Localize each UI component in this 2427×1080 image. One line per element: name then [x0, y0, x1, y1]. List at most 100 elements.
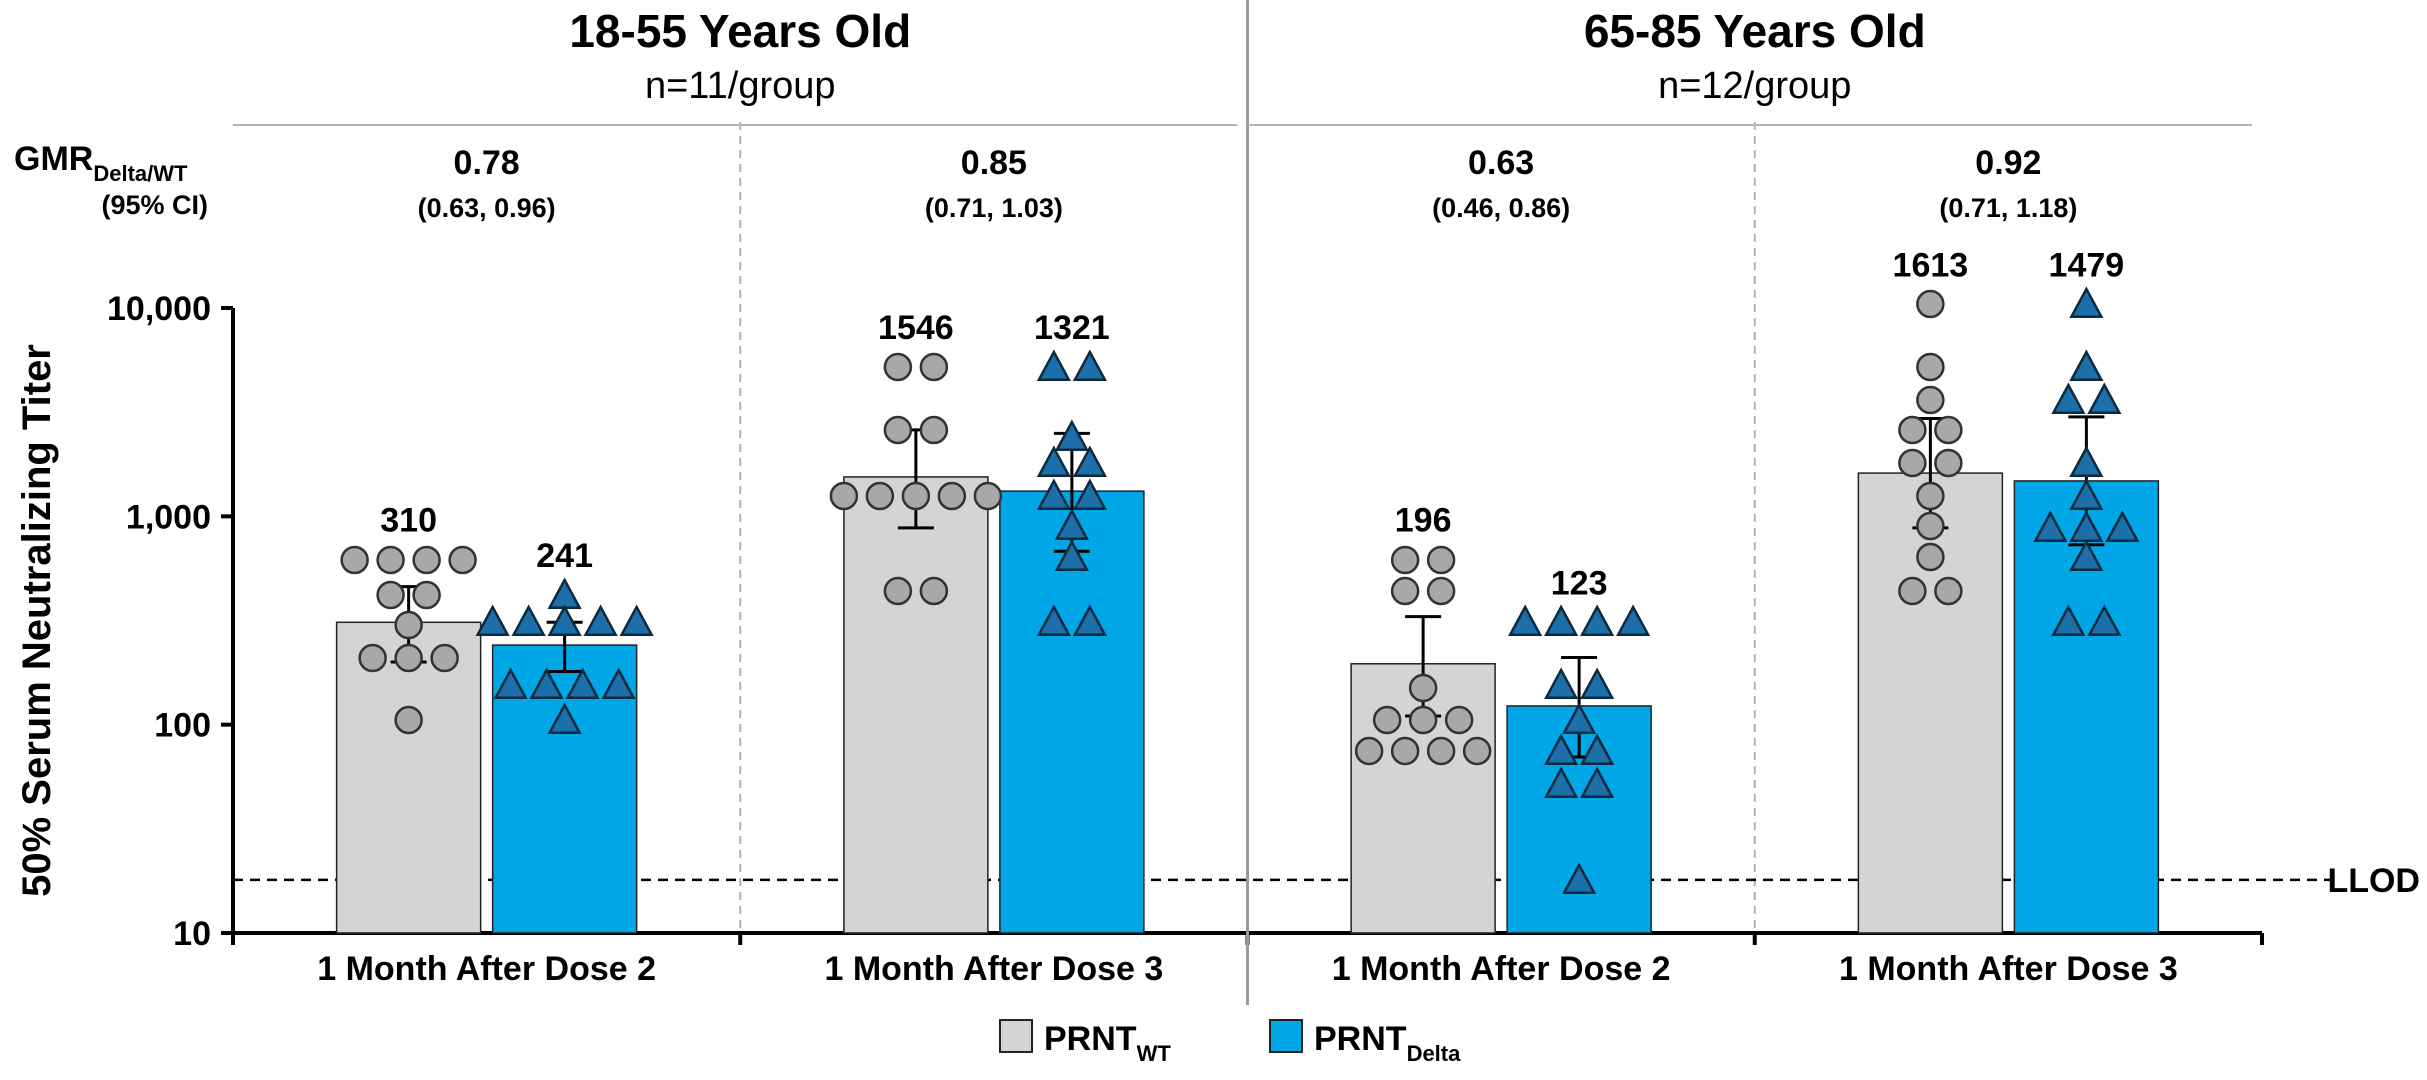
delta-point	[2069, 445, 2104, 477]
wt-point	[448, 545, 477, 575]
wt-point	[919, 415, 949, 445]
wt-point	[394, 705, 423, 735]
wt-point	[1390, 576, 1420, 606]
delta-point	[529, 667, 564, 699]
wt-point	[412, 580, 441, 610]
legend-label: PRNTDelta	[1314, 1020, 1461, 1066]
gmr-ci: (0.63, 0.96)	[418, 193, 556, 223]
delta-point	[1054, 508, 1089, 540]
wt-point	[883, 415, 913, 445]
delta-point	[1544, 733, 1579, 765]
delta-point	[547, 577, 582, 609]
delta-point	[2033, 510, 2068, 542]
delta-point	[2105, 510, 2140, 542]
delta-point	[601, 667, 636, 699]
wt-point	[901, 481, 931, 511]
wt-point	[358, 643, 387, 673]
delta-point	[1072, 478, 1107, 510]
data-label: 1321	[1034, 309, 1110, 347]
delta-point	[2087, 382, 2122, 414]
delta-point	[1036, 478, 1071, 510]
wt-point	[1916, 289, 1945, 319]
gmr-value: 0.85	[961, 144, 1027, 182]
wt-point	[340, 545, 369, 575]
delta-point	[475, 604, 510, 636]
wt-point	[1426, 576, 1456, 606]
wt-point	[394, 643, 423, 673]
data-label: 1613	[1893, 246, 1969, 284]
delta-point	[1544, 766, 1579, 798]
wt-point	[1916, 481, 1945, 511]
wt-point	[1916, 385, 1945, 415]
y-axis-label: 50% Serum Neutralizing Titer	[15, 344, 59, 897]
data-points	[340, 286, 2140, 894]
wt-point	[937, 481, 967, 511]
delta-point	[1616, 604, 1651, 636]
data-label: 196	[1395, 502, 1452, 540]
llod-label: LLOD	[2327, 862, 2420, 900]
delta-point	[2069, 478, 2104, 510]
delta-point	[1036, 604, 1071, 636]
gmr-ci: (0.71, 1.03)	[925, 193, 1063, 223]
delta-point	[1036, 445, 1071, 477]
wt-point	[1898, 415, 1927, 445]
wt-point	[1354, 736, 1384, 766]
wt-point	[1934, 448, 1963, 478]
delta-point	[1054, 539, 1089, 571]
wt-point	[865, 481, 895, 511]
wt-point	[1444, 705, 1474, 735]
legend-swatch	[999, 1019, 1033, 1053]
gmr-value: 0.78	[454, 144, 520, 182]
delta-point	[1580, 766, 1615, 798]
wt-point	[1426, 736, 1456, 766]
delta-point	[1072, 445, 1107, 477]
panel-title: 65-85 Years Old	[1584, 5, 1926, 57]
delta-point	[1580, 604, 1615, 636]
gmr-value: 0.92	[1975, 144, 2041, 182]
delta-point	[2087, 604, 2122, 636]
data-label: 1546	[878, 309, 954, 347]
delta-point	[1508, 604, 1543, 636]
delta-point	[1580, 733, 1615, 765]
wt-point	[412, 545, 441, 575]
delta-point	[511, 604, 546, 636]
wt-point	[430, 643, 459, 673]
delta-point	[547, 604, 582, 636]
wt-point	[1426, 545, 1456, 575]
wt-point	[829, 481, 859, 511]
wt-point	[1390, 736, 1420, 766]
delta-point	[619, 604, 654, 636]
wt-point	[1934, 576, 1963, 606]
gmr-ci: (0.46, 0.86)	[1432, 193, 1570, 223]
delta-point	[2051, 604, 2086, 636]
delta-point	[1054, 419, 1089, 451]
delta-point	[2069, 349, 2104, 381]
y-tick-label: 100	[154, 707, 211, 745]
data-label: 123	[1551, 564, 1608, 602]
gmr-ci-label: (95% CI)	[101, 190, 208, 220]
delta-point	[547, 702, 582, 734]
bar	[843, 476, 989, 934]
wt-point	[919, 352, 949, 382]
wt-point	[376, 580, 405, 610]
delta-point	[2069, 286, 2104, 318]
delta-point	[2051, 382, 2086, 414]
wt-point	[1372, 705, 1402, 735]
delta-point	[565, 667, 600, 699]
wt-point	[1390, 545, 1420, 575]
x-tick-label: 1 Month After Dose 3	[824, 950, 1163, 988]
delta-point	[1580, 667, 1615, 699]
wt-point	[1898, 576, 1927, 606]
bar	[335, 621, 482, 934]
wt-point	[1916, 511, 1945, 541]
data-label: 310	[380, 502, 437, 540]
wt-point	[394, 610, 423, 640]
delta-point	[2069, 539, 2104, 571]
wt-point	[919, 576, 949, 606]
delta-point	[493, 667, 528, 699]
data-label: 1479	[2049, 246, 2125, 284]
bar	[1857, 472, 2004, 934]
y-tick-label: 10,000	[107, 290, 211, 328]
panel-subtitle: n=12/group	[1658, 65, 1851, 107]
